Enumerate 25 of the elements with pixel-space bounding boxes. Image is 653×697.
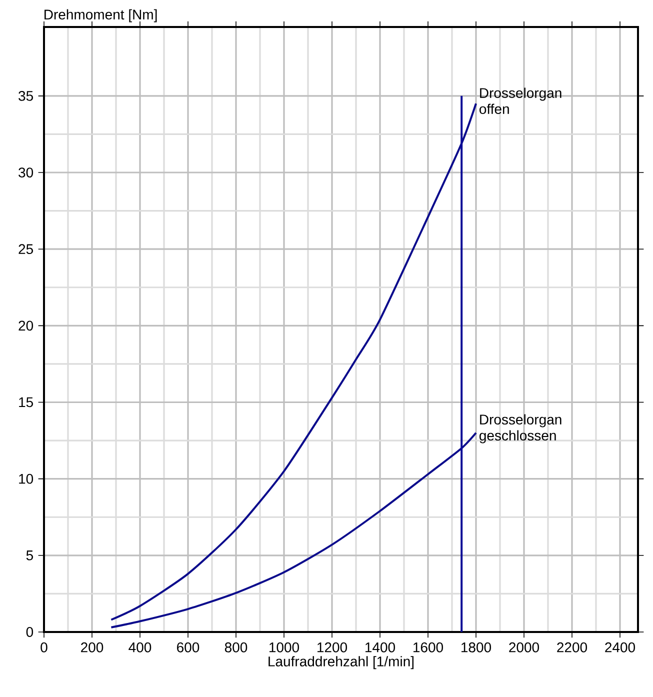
x-tick-label: 400 [128, 642, 152, 652]
x-tick-label: 1200 [317, 642, 348, 652]
y-tick-label: 25 [18, 244, 34, 254]
series-label: Drosselorgan offen [480, 88, 562, 114]
x-tick-label: 2400 [605, 642, 636, 652]
x-tick-label: 2000 [509, 642, 540, 652]
y-tick-label: 15 [19, 397, 34, 408]
y-tick-label: 35 [18, 90, 34, 101]
y-tick-label: 30 [18, 168, 34, 178]
y-tick-label: 0 [26, 627, 34, 637]
series-label: Drosselorgan geschlossen [480, 414, 562, 444]
y-axis-title: Drehmoment [Nm] [44, 9, 157, 22]
x-axis-title: Laufraddrehzahl [1/min] [268, 656, 414, 670]
x-tick-label: 1000 [269, 642, 300, 652]
y-tick-label: 20 [18, 320, 34, 331]
x-tick-label: 0 [40, 642, 48, 652]
x-tick-label: 200 [81, 642, 104, 652]
y-tick-label: 5 [26, 550, 34, 560]
y-tick-label: 10 [19, 474, 34, 484]
x-tick-label: 1400 [365, 642, 396, 652]
x-tick-label: 1800 [461, 642, 492, 652]
x-tick-label: 600 [177, 642, 200, 652]
x-tick-label: 2200 [557, 642, 588, 652]
x-tick-label: 800 [224, 642, 248, 652]
x-tick-label: 1600 [413, 642, 444, 652]
